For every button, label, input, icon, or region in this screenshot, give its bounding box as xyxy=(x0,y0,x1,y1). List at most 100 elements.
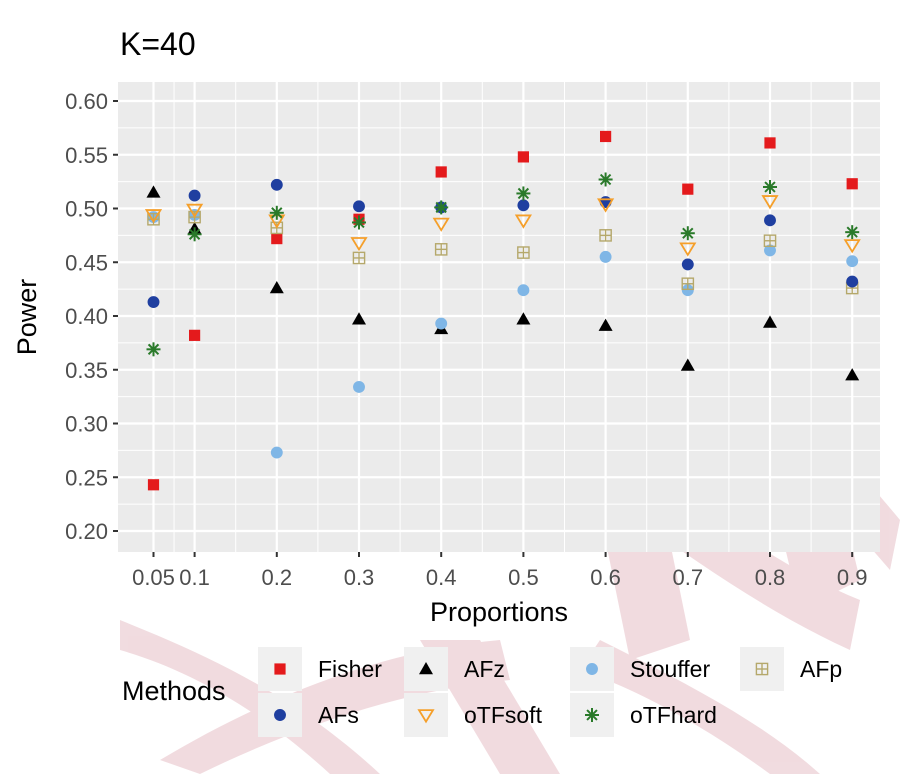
legend-item-stouffer: Stouffer xyxy=(570,647,710,691)
data-point-afz xyxy=(763,315,777,328)
watermark-ribbon xyxy=(420,640,560,774)
data-point-afp xyxy=(599,229,612,242)
legend-key-fisher xyxy=(274,663,286,675)
y-tick-label: 0.45 xyxy=(65,250,108,275)
y-tick-label: 0.40 xyxy=(65,304,108,329)
legend-label: Fisher xyxy=(318,656,382,682)
data-point-fisher xyxy=(517,151,529,163)
data-point-afs xyxy=(147,296,160,308)
y-axis: 0.20 0.25 0.30 0.35 0.40 0.45 0.50 0.55 0.60 xyxy=(65,89,118,544)
data-point-afz xyxy=(845,368,860,381)
data-point-otfhard xyxy=(680,226,695,241)
x-tick-label: 0.6 xyxy=(590,565,621,590)
data-point-otfsoft xyxy=(761,195,779,210)
data-point-afs xyxy=(681,258,694,271)
data-point-afs xyxy=(270,178,283,191)
data-point-afp xyxy=(434,243,448,256)
data-point-afz xyxy=(680,358,695,371)
legend-item-afs: AFs xyxy=(258,693,359,737)
data-point-afp xyxy=(681,277,695,291)
data-point-otfhard xyxy=(598,172,613,187)
x-tick-label: 0.2 xyxy=(262,565,293,590)
data-point-otfsoft xyxy=(843,239,861,254)
data-point-fisher xyxy=(600,130,612,143)
legend-item-otfsoft: oTFsoft xyxy=(404,693,543,737)
gridlines xyxy=(118,82,880,552)
data-point-fisher xyxy=(682,183,694,195)
data-point-fisher xyxy=(189,329,201,341)
y-tick-label: 0.30 xyxy=(65,412,108,437)
legend-title: Methods xyxy=(122,676,226,706)
data-point-otfsoft xyxy=(186,203,204,218)
data-point-stouffer xyxy=(764,244,776,257)
series-otfhard xyxy=(146,172,860,357)
data-point-stouffer xyxy=(681,284,694,297)
y-axis-title: Power xyxy=(12,279,42,356)
data-point-otfhard xyxy=(434,200,449,215)
x-axis-title: Proportions xyxy=(430,597,568,627)
y-tick-label: 0.20 xyxy=(65,519,108,544)
data-point-otfsoft xyxy=(679,242,697,257)
data-point-stouffer xyxy=(353,381,365,393)
series-fisher xyxy=(147,130,858,491)
data-point-otfhard xyxy=(352,215,366,230)
data-point-otfhard xyxy=(763,180,777,194)
data-point-stouffer xyxy=(517,284,530,297)
data-point-afs xyxy=(764,214,776,227)
data-point-fisher xyxy=(435,166,447,178)
y-tick-label: 0.35 xyxy=(65,358,108,383)
legend-label: AFs xyxy=(318,702,359,728)
legend-key-afp xyxy=(755,662,769,676)
x-tick-label: 0.3 xyxy=(344,565,375,590)
data-point-otfhard xyxy=(516,186,531,201)
x-tick-label: 0.7 xyxy=(673,565,704,590)
data-point-otfsoft xyxy=(432,217,450,232)
data-point-otfsoft xyxy=(514,214,532,229)
data-point-afz xyxy=(516,312,531,325)
data-point-otfsoft xyxy=(350,237,368,252)
x-tick-label: 0.1 xyxy=(179,565,210,590)
legend-label: oTFhard xyxy=(630,702,717,728)
legend-item-afp: AFp xyxy=(740,647,842,691)
legend: Methods Fisher AFz Stouffer AFp AFs oTFsoft oT… xyxy=(122,647,842,737)
data-point-otfhard xyxy=(187,227,202,242)
data-point-fisher xyxy=(271,233,283,245)
data-point-fisher xyxy=(764,137,776,149)
data-point-otfhard xyxy=(146,342,161,357)
legend-key-afz xyxy=(419,662,433,675)
legend-label: AFp xyxy=(800,656,842,682)
data-point-stouffer xyxy=(270,446,283,459)
legend-key-otfhard xyxy=(585,708,599,722)
legend-key-afs xyxy=(274,709,286,721)
watermark-ribbon xyxy=(580,640,820,774)
y-tick-label: 0.60 xyxy=(65,89,108,114)
data-point-fisher xyxy=(846,178,858,190)
data-point-stouffer xyxy=(435,317,448,330)
data-point-afp xyxy=(517,246,530,259)
data-point-otfsoft xyxy=(144,209,163,224)
data-point-otfsoft xyxy=(597,198,615,213)
data-point-stouffer xyxy=(599,250,612,263)
x-tick-label: 0.5 xyxy=(508,565,539,590)
legend-label: AFz xyxy=(464,656,505,682)
x-tick-label: 0.05 xyxy=(132,565,175,590)
y-tick-label: 0.55 xyxy=(65,143,108,168)
data-point-otfhard xyxy=(269,205,284,220)
legend-key-otfsoft xyxy=(417,709,435,724)
watermark-ribbon xyxy=(120,620,380,774)
x-tick-label: 0.4 xyxy=(426,565,457,590)
series-afp xyxy=(147,210,859,295)
data-point-afp xyxy=(763,234,777,248)
legend-item-otfhard: oTFhard xyxy=(570,693,717,737)
data-point-afp xyxy=(352,251,366,265)
data-point-fisher xyxy=(147,479,160,491)
series-otfsoft xyxy=(144,195,861,257)
data-point-afs xyxy=(517,199,530,212)
legend-item-fisher: Fisher xyxy=(258,647,382,691)
data-point-afs xyxy=(846,275,859,288)
data-point-stouffer xyxy=(846,255,859,268)
data-point-otfhard xyxy=(845,225,860,240)
data-point-afz xyxy=(146,185,161,198)
legend-key-background xyxy=(404,693,448,737)
data-points xyxy=(144,130,861,491)
